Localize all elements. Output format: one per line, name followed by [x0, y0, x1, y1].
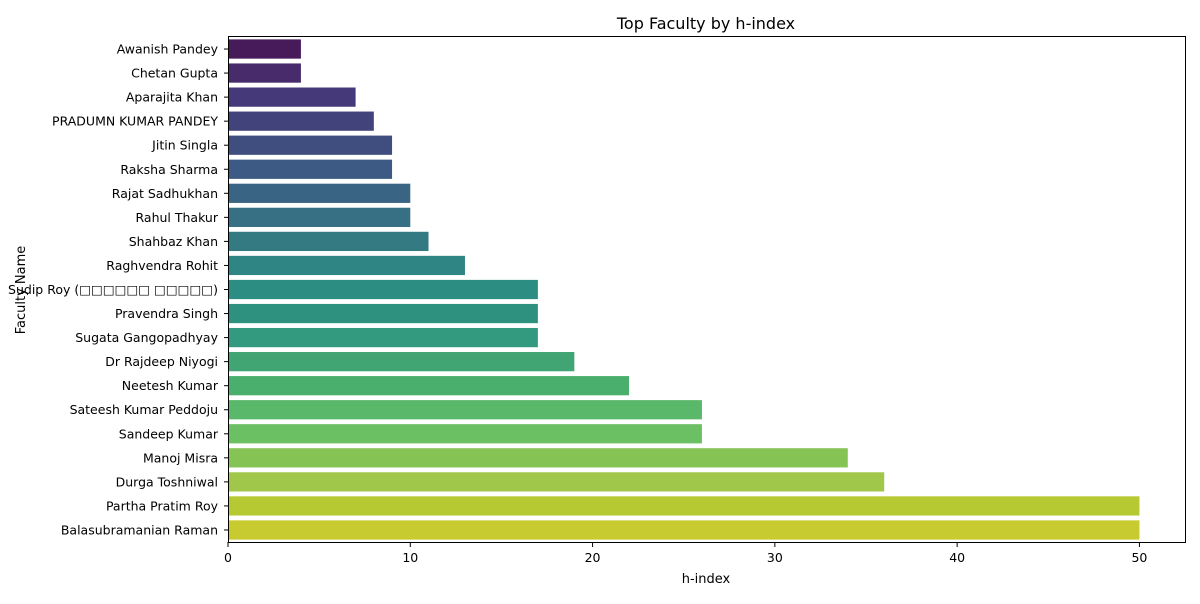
y-tick-label: Rajat Sadhukhan: [112, 186, 218, 201]
y-tick-label: Chetan Gupta: [131, 66, 218, 81]
bars-group: [228, 39, 1140, 540]
bar: [228, 159, 393, 179]
y-tick-label: Sateesh Kumar Peddoju: [70, 402, 218, 417]
y-tick-label: Neetesh Kumar: [122, 378, 219, 393]
y-tick-label: Sandeep Kumar: [119, 426, 219, 441]
bar: [228, 183, 411, 203]
axis-spine-right: [1185, 36, 1186, 543]
bar: [228, 400, 702, 420]
x-axis-ticks: 0 10 20 30 40 50: [224, 542, 1147, 565]
y-axis-label: Faculty Name: [14, 246, 29, 335]
x-tick-label: 10: [402, 550, 418, 565]
bar: [228, 87, 356, 107]
x-tick-label: 50: [1131, 550, 1147, 565]
y-tick-label: PRADUMN KUMAR PANDEY: [52, 114, 218, 129]
y-axis-ticks: Awanish Pandey Chetan Gupta Aparajita Khan…: [8, 42, 228, 537]
y-tick-label: Pravendra Singh: [115, 306, 218, 321]
x-tick-label: 30: [767, 550, 783, 565]
bar: [228, 472, 885, 492]
y-tick-label: Rahul Thakur: [136, 210, 219, 225]
bar: [228, 39, 301, 59]
bar: [228, 424, 702, 444]
bar: [228, 303, 538, 324]
bar: [228, 376, 630, 396]
chart-title: Top Faculty by h-index: [616, 14, 795, 33]
bar: [228, 352, 575, 372]
bar: [228, 327, 538, 348]
y-tick-label: Sugata Gangopadhyay: [75, 330, 218, 345]
y-tick-label: Dr Rajdeep Niyogi: [105, 354, 218, 369]
axis-spine-left: [228, 36, 229, 543]
y-tick-label: Manoj Misra: [143, 450, 218, 465]
y-tick-label: Partha Pratim Roy: [106, 498, 219, 513]
bar: [228, 279, 538, 300]
bar: [228, 231, 429, 252]
bar: [228, 111, 374, 131]
bar: [228, 207, 411, 227]
axis-spine-bottom: [228, 542, 1186, 543]
bar: [228, 448, 848, 468]
bar: [228, 135, 393, 155]
bar: [228, 520, 1140, 540]
y-tick-label: Durga Toshniwal: [116, 474, 218, 489]
y-tick-label: Raksha Sharma: [120, 162, 218, 177]
x-tick-label: 20: [585, 550, 601, 565]
y-tick-label: Awanish Pandey: [117, 42, 219, 57]
x-tick-label: 40: [949, 550, 965, 565]
x-axis-label: h-index: [682, 572, 731, 587]
y-tick-label: Balasubramanian Raman: [61, 522, 218, 537]
bar: [228, 496, 1140, 516]
y-tick-label: Aparajita Khan: [126, 90, 218, 105]
y-tick-label: Raghvendra Rohit: [106, 258, 218, 273]
bar: [228, 63, 301, 83]
y-tick-label: Shahbaz Khan: [129, 234, 218, 249]
y-tick-label: Jitin Singla: [151, 138, 218, 153]
y-tick-label: Sudip Roy (□□□□□□ □□□□□): [8, 282, 218, 297]
bar: [228, 255, 465, 276]
x-tick-label: 0: [224, 550, 232, 565]
axis-spine-top: [228, 36, 1186, 37]
